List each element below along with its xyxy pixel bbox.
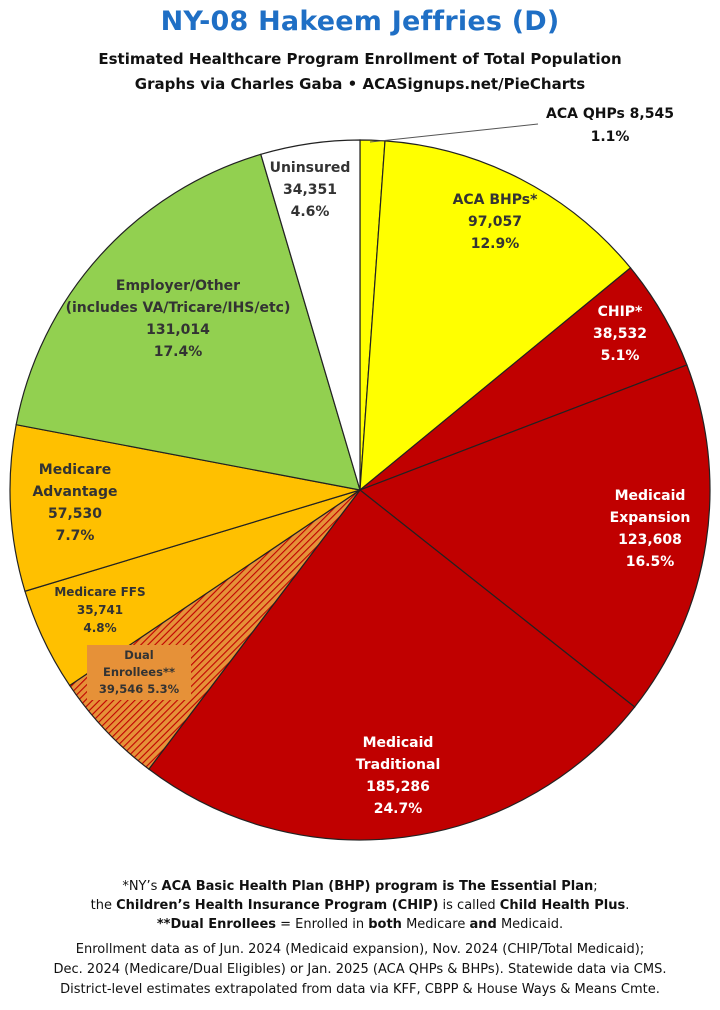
slice-label-line: Medicare xyxy=(39,462,111,478)
leader-line xyxy=(369,123,539,143)
slice-label-line: Employer/Other xyxy=(116,278,240,294)
pie-slice-medicaid-expansion xyxy=(358,364,711,708)
footnote-bold: ACA Basic Health Plan (BHP) program is T… xyxy=(161,879,594,894)
slice-label-line: ACA QHPs 8,545 xyxy=(546,106,674,122)
footnote-bold: Children’s Health Insurance Program (CHI… xyxy=(116,898,439,913)
slice-label-medicaid-expansion: Medicaid Expansion 123,608 16.5% xyxy=(610,488,691,570)
slice-label-line: 38,532 xyxy=(593,326,647,342)
slice-label-line: 5.1% xyxy=(601,348,640,364)
slice-label-line: 34,351 xyxy=(283,182,337,198)
footnote-text: = Enrolled in xyxy=(276,917,369,932)
slice-label-line: (includes VA/Tricare/IHS/etc) xyxy=(66,300,291,316)
footnote-text: *NY’s xyxy=(122,879,162,894)
footnote-text: . xyxy=(625,898,630,913)
pie-slice-employer-other xyxy=(15,153,361,491)
slice-label-line: 97,057 xyxy=(468,214,522,230)
slice-label-line: 185,286 xyxy=(366,779,430,795)
slice-label-line: Uninsured xyxy=(270,160,351,176)
slice-label-line: Dual xyxy=(124,648,153,662)
footnotes: *NY’s ACA Basic Health Plan (BHP) progra… xyxy=(0,877,720,934)
slice-label-line: 1.1% xyxy=(591,129,630,145)
footnote-text: the xyxy=(90,898,117,913)
slice-label-line: 7.7% xyxy=(56,528,95,544)
slice-label-line: Medicare FFS xyxy=(54,585,145,599)
slice-label-employer-other: Employer/Other (includes VA/Tricare/IHS/e… xyxy=(66,278,291,360)
slice-label-line: 4.6% xyxy=(291,204,330,220)
slice-label-medicaid-traditional: Medicaid Traditional 185,286 24.7% xyxy=(356,735,441,817)
slice-label-line: 17.4% xyxy=(154,344,203,360)
chart-title: NY-08 Hakeem Jeffries (D) xyxy=(160,6,560,37)
slice-label-line: Advantage xyxy=(32,484,117,500)
footnote-text: Medicare xyxy=(401,917,470,932)
slice-label-line: Enrollees** xyxy=(103,665,175,679)
slice-label-line: Medicaid xyxy=(615,488,686,504)
source-line: Dec. 2024 (Medicare/Dual Eligibles) or J… xyxy=(53,962,667,977)
slice-label-line: 39,546 5.3% xyxy=(99,682,180,696)
footnote-bold: **Dual Enrollees xyxy=(156,917,277,932)
slice-label-line: CHIP* xyxy=(598,304,643,320)
pie-slice-medicaid-traditional xyxy=(148,489,636,841)
slice-label-line: 24.7% xyxy=(374,801,423,817)
pie-slice-medicare-advantage xyxy=(9,423,361,593)
slice-label-line: 123,608 xyxy=(618,532,682,548)
footnote-bold: both xyxy=(368,917,402,932)
slice-label-line: Medicaid xyxy=(363,735,434,751)
chart-credit: Graphs via Charles Gaba • ACASignups.net… xyxy=(134,75,586,93)
slice-label-line: ACA BHPs* xyxy=(453,192,539,208)
slice-label-uninsured: Uninsured 34,351 4.6% xyxy=(270,160,351,220)
slice-label-medicare-advantage: Medicare Advantage 57,530 7.7% xyxy=(32,462,117,544)
slice-label-medicare-ffs: Medicare FFS 35,741 4.8% xyxy=(54,585,145,635)
footnote-bhp: *NY’s ACA Basic Health Plan (BHP) progra… xyxy=(0,877,720,896)
slice-label-line: 4.8% xyxy=(83,621,116,635)
footnote-bold: Child Health Plus xyxy=(499,898,626,913)
footnote-bold: and xyxy=(469,917,497,932)
label-background xyxy=(87,645,191,700)
footnote-chip: the Children’s Health Insurance Program … xyxy=(0,896,720,915)
slice-label-line: Expansion xyxy=(610,510,691,526)
chart-subtitle: Estimated Healthcare Program Enrollment … xyxy=(98,50,622,68)
footnote-text: is called xyxy=(438,898,500,913)
slice-label-line: 131,014 xyxy=(146,322,210,338)
pie-slice-aca-bhps xyxy=(359,140,632,492)
source-line: Enrollment data as of Jun. 2024 (Medicai… xyxy=(75,942,645,957)
slice-label-line: 35,741 xyxy=(77,603,123,617)
slice-label-line: 16.5% xyxy=(626,554,675,570)
slice-label-line: 57,530 xyxy=(48,506,102,522)
pie-slice-uninsured xyxy=(260,139,361,491)
data-sources: Enrollment data as of Jun. 2024 (Medicai… xyxy=(0,940,720,1000)
pie-chart: ACA QHPs 8,545 1.1% ACA BHPs* 97,057 12.9% CH… xyxy=(9,106,711,841)
slice-label-chip: CHIP* 38,532 5.1% xyxy=(593,304,647,364)
slice-label-aca-qhps: ACA QHPs 8,545 1.1% xyxy=(369,106,674,145)
slice-label-line: 12.9% xyxy=(471,236,520,252)
slice-label-line: Traditional xyxy=(356,757,441,773)
slice-label-dual-enrollees: Dual Enrollees** 39,546 5.3% xyxy=(87,645,191,700)
footnote-dual: **Dual Enrollees = Enrolled in both Medi… xyxy=(0,915,720,934)
source-line: District-level estimates extrapolated fr… xyxy=(60,982,660,997)
slice-label-aca-bhps: ACA BHPs* 97,057 12.9% xyxy=(453,192,539,252)
footnote-text: ; xyxy=(593,879,598,894)
footnote-text: Medicaid. xyxy=(496,917,564,932)
